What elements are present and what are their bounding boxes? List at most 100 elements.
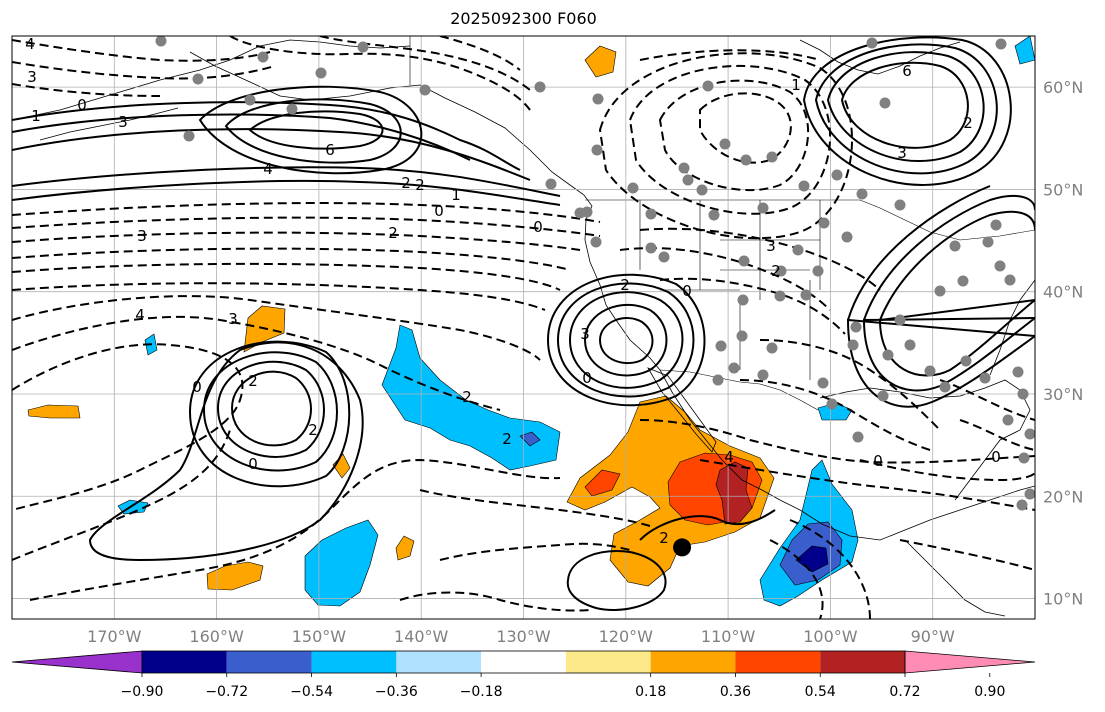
station-dot xyxy=(949,240,961,252)
colorbar-tick-label: −0.72 xyxy=(205,684,248,700)
station-dot xyxy=(155,36,167,47)
gulf-coast-coastline xyxy=(819,379,1031,501)
station-dot xyxy=(924,365,936,377)
contour-line xyxy=(939,379,1035,421)
colorbar-tick-label: 0.54 xyxy=(805,684,836,700)
longitude-label: 140°W xyxy=(394,627,449,646)
contour-line xyxy=(12,282,546,311)
station-dot xyxy=(904,339,916,351)
station-dot xyxy=(894,199,906,211)
contour-label: 0 xyxy=(192,378,202,396)
longitude-label: 170°W xyxy=(87,627,142,646)
station-dot xyxy=(774,290,786,302)
station-dots xyxy=(155,36,1035,511)
colorbar-segment xyxy=(735,651,821,673)
contour-line xyxy=(878,210,1035,377)
contour-label: 2 xyxy=(415,176,425,194)
station-dot xyxy=(939,381,951,393)
contour-label: 0 xyxy=(77,96,87,114)
colorbar-tick-label: 0.36 xyxy=(720,684,751,700)
station-dot xyxy=(826,398,838,410)
contour-line xyxy=(814,43,998,175)
contour-label: 0 xyxy=(991,448,1001,466)
hudson-bay-coastline xyxy=(799,39,961,75)
contour-label: 0 xyxy=(873,452,883,470)
station-dot xyxy=(812,265,824,277)
contour-line xyxy=(598,52,854,240)
positive-shade-region xyxy=(206,561,264,591)
longitude-tick-labels: 170°W 160°W 150°W 140°W 130°W 120°W 110°W 100°W… xyxy=(87,627,955,646)
contour-label: 3 xyxy=(27,68,37,86)
station-dot xyxy=(592,93,604,105)
positive-shade-region xyxy=(395,535,415,561)
central-america-coastline xyxy=(904,539,1006,617)
colorbar-extend-low xyxy=(11,650,143,674)
station-dot xyxy=(545,178,557,190)
latitude-tick-labels: 10°N 20°N 30°N 40°N 50°N 60°N xyxy=(1043,78,1083,608)
contour-line xyxy=(439,36,521,71)
station-dot xyxy=(818,217,830,229)
longitude-label: 120°W xyxy=(599,627,654,646)
station-dot xyxy=(817,377,829,389)
contour-label: 4 xyxy=(724,448,734,466)
station-dot xyxy=(856,188,868,200)
longitude-label: 130°W xyxy=(496,627,551,646)
station-dot xyxy=(1017,388,1029,400)
station-dot xyxy=(183,130,195,142)
contour-label: 2 xyxy=(620,276,630,294)
station-dot xyxy=(702,80,714,92)
longitude-label: 90°W xyxy=(911,627,955,646)
contour-line xyxy=(399,591,591,612)
station-dot xyxy=(766,151,778,163)
station-dot xyxy=(740,154,752,166)
canada-us-border xyxy=(585,199,1035,241)
island-chain xyxy=(39,107,179,141)
colorbar-segment xyxy=(565,651,651,673)
contour-line xyxy=(216,360,325,458)
station-dot xyxy=(286,103,298,115)
contour-line xyxy=(12,247,571,271)
station-dot xyxy=(982,236,994,248)
contour-line xyxy=(419,489,651,527)
contour-label: 2 xyxy=(963,114,973,132)
contour-line xyxy=(229,36,531,111)
contour-label: 0 xyxy=(248,455,258,473)
latitude-label: 10°N xyxy=(1043,590,1083,609)
map-frame xyxy=(11,35,1036,620)
contour-line xyxy=(789,519,871,619)
colorbar-segment xyxy=(311,651,397,673)
contour-line xyxy=(639,419,1035,464)
station-dot xyxy=(719,138,731,150)
station-dot xyxy=(728,362,740,374)
political-borders xyxy=(409,36,1035,411)
contour-label: 1 xyxy=(791,76,801,94)
contour-label: 2 xyxy=(401,174,411,192)
colorbar-segment xyxy=(820,651,905,673)
contour-line xyxy=(12,429,231,561)
station-dot xyxy=(831,169,843,181)
contour-line xyxy=(12,61,276,80)
station-dot xyxy=(852,431,864,443)
station-dot xyxy=(882,349,894,361)
contour-line xyxy=(840,61,969,149)
station-dot xyxy=(979,372,991,384)
station-dot xyxy=(957,275,969,287)
colorbar-segment xyxy=(650,651,736,673)
contour-line xyxy=(639,227,881,291)
contour-line xyxy=(568,291,684,389)
contour-label: 2 xyxy=(502,430,512,448)
station-dot xyxy=(757,369,769,381)
contour-line xyxy=(739,379,931,451)
station-dot xyxy=(757,202,769,214)
station-dot xyxy=(244,94,256,106)
colorbar-extend-high xyxy=(904,650,1036,674)
station-dot xyxy=(627,182,639,194)
solid-contours xyxy=(12,36,1035,611)
station-dot xyxy=(798,180,810,192)
latitude-label: 40°N xyxy=(1043,283,1083,302)
contour-label: 2 xyxy=(308,421,318,439)
station-dot xyxy=(847,339,859,351)
longitude-label: 110°W xyxy=(701,627,756,646)
